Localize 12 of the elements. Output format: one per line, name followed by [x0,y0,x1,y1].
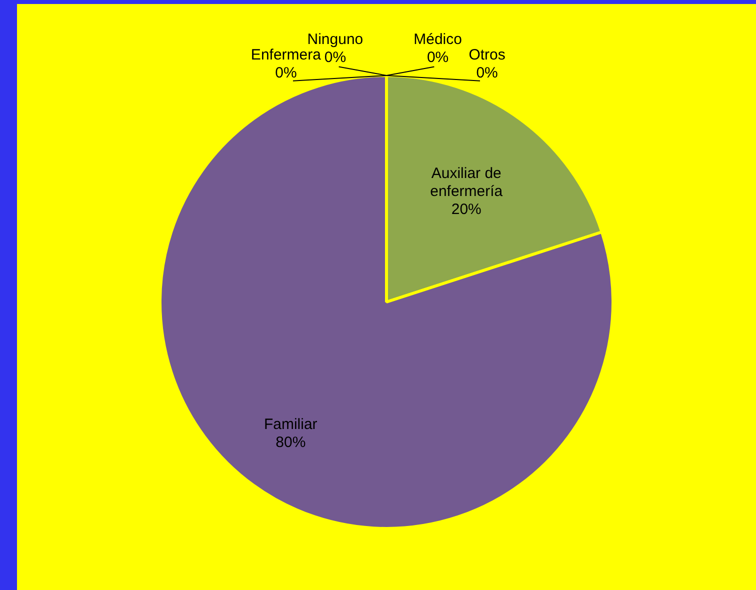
text: 0% [426,49,449,66]
category-label: Ninguno [307,31,364,48]
data-label: 20% [451,201,482,218]
slice-label: Auxiliar de enfermería [430,165,504,200]
text: 0% [476,64,498,82]
category-label: Enfermera [250,46,321,64]
category-label: Otros [468,46,506,64]
slice-label: Familiar [264,416,318,434]
category-label: Médico [414,31,462,48]
text: 0% [324,49,346,66]
data-label: 80% [276,434,306,452]
text: 0% [275,64,297,82]
